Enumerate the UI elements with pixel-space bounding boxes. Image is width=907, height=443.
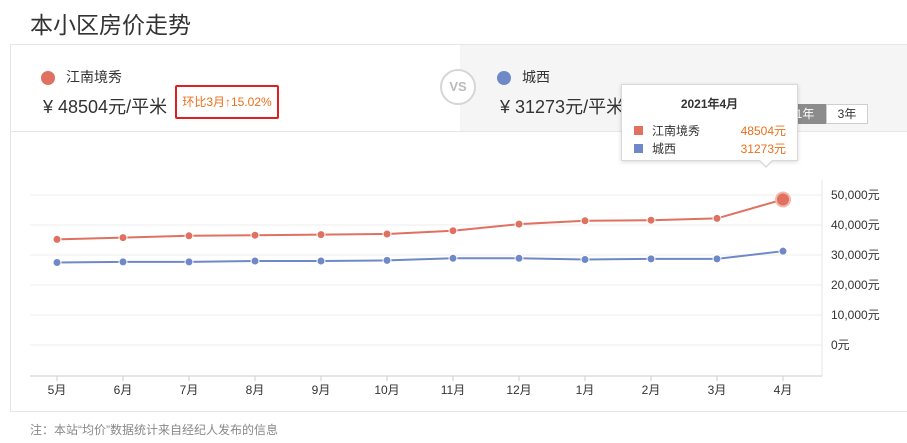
range-toggle: 1年 3年 <box>784 104 868 124</box>
right-series-dot <box>497 71 511 85</box>
x-tick-label: 7月 <box>180 383 199 397</box>
y-tick-label: 30,000元 <box>831 248 880 262</box>
x-tick-label: 1月 <box>576 383 595 397</box>
page-title: 本小区房价走势 <box>30 12 191 38</box>
data-point <box>316 230 326 240</box>
range-3-year-button[interactable]: 3年 <box>826 104 868 124</box>
x-tick-label: 9月 <box>312 383 331 397</box>
y-tick-label: 20,000元 <box>831 278 880 292</box>
data-point <box>712 254 722 264</box>
tooltip-left-value: 48504元 <box>740 124 786 138</box>
compare-left: 江南境秀 ¥ 48504元/平米 环比3月↑15.02% <box>11 45 460 132</box>
left-price: ¥ 48504元/平米 <box>43 97 168 117</box>
month-over-month-change: 环比3月↑15.02% <box>175 85 279 119</box>
data-point <box>514 219 524 229</box>
tooltip-left-swatch <box>634 126 643 135</box>
y-tick-label: 50,000元 <box>831 188 880 202</box>
x-tick-label: 5月 <box>48 383 67 397</box>
data-point <box>118 233 128 243</box>
data-point <box>448 253 458 263</box>
vs-badge: VS <box>440 69 476 105</box>
data-point <box>580 255 590 264</box>
tooltip-right-swatch <box>634 144 643 153</box>
data-point <box>448 226 458 236</box>
data-point <box>250 256 260 266</box>
data-point <box>316 256 326 266</box>
data-point <box>382 255 392 265</box>
y-tick-label: 0元 <box>831 338 850 352</box>
x-tick-label: 8月 <box>246 383 265 397</box>
tooltip-right-name: 城西 <box>652 142 677 156</box>
data-point <box>184 231 194 241</box>
left-community-name: 江南境秀 <box>66 69 122 85</box>
x-tick-label: 11月 <box>441 383 465 397</box>
x-tick-label: 4月 <box>774 383 793 397</box>
right-price: ¥ 31273元/平米 <box>500 97 625 117</box>
series-line-1 <box>56 250 784 264</box>
data-point <box>118 257 128 267</box>
x-tick-label: 12月 <box>506 383 531 397</box>
left-series-dot <box>41 71 55 85</box>
right-area-name: 城西 <box>522 69 550 85</box>
x-tick-label: 10月 <box>374 383 399 397</box>
tooltip-arrow <box>758 159 774 168</box>
tooltip-left-name: 江南境秀 <box>652 124 701 138</box>
series-line-0 <box>56 198 784 241</box>
data-point <box>250 230 260 240</box>
data-point <box>778 246 788 256</box>
tooltip-row-left: 江南境秀 48504元 <box>634 123 786 139</box>
data-point <box>52 258 62 267</box>
y-tick-label: 10,000元 <box>831 308 880 322</box>
data-point <box>712 213 722 223</box>
x-tick-label: 3月 <box>708 383 727 397</box>
x-tick-label: 6月 <box>114 383 133 397</box>
x-tick-label: 2月 <box>642 383 661 397</box>
data-point <box>514 253 524 263</box>
data-point <box>184 257 194 267</box>
data-point <box>52 234 62 244</box>
data-point <box>775 191 791 208</box>
tooltip-right-value: 31273元 <box>740 142 786 156</box>
footnote: 注：本站“均价”数据统计来自经纪人发布的信息 <box>30 423 278 437</box>
data-point <box>646 215 656 225</box>
data-point <box>382 229 392 239</box>
tooltip-title: 2021年4月 <box>680 97 739 111</box>
data-point <box>580 216 590 226</box>
y-tick-label: 40,000元 <box>831 218 880 232</box>
tooltip-row-right: 城西 31273元 <box>634 141 786 157</box>
chart-tooltip: 2021年4月 江南境秀 48504元 城西 31273元 <box>621 84 798 168</box>
data-point <box>646 254 656 264</box>
